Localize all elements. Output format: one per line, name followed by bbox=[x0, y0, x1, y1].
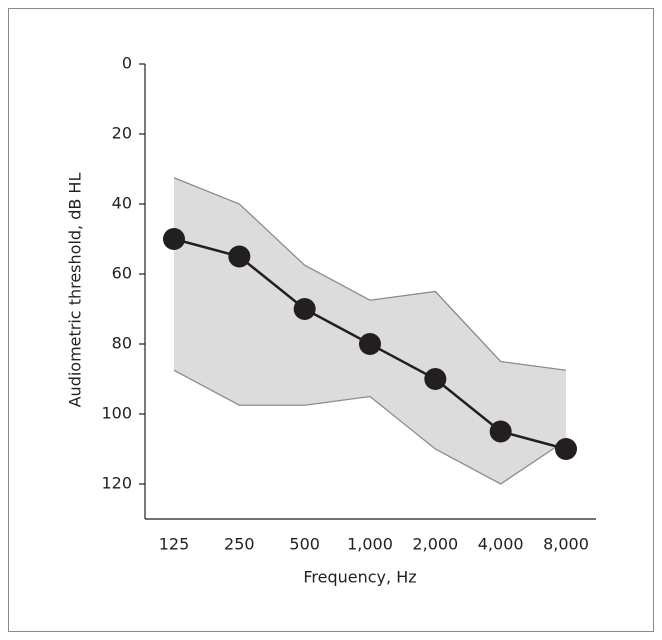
band-edge bbox=[173, 369, 567, 485]
band bbox=[174, 177, 566, 484]
point bbox=[359, 333, 381, 355]
x-tick-label: 125 bbox=[159, 535, 190, 554]
band-edge bbox=[173, 177, 567, 371]
x-tick-label: 8,000 bbox=[543, 535, 589, 554]
y-tick-label: 80 bbox=[112, 334, 132, 353]
frame bbox=[8, 8, 654, 632]
y-tick-label: 40 bbox=[112, 194, 132, 213]
y-tick-label: 20 bbox=[112, 124, 132, 143]
x-tick-label: 1,000 bbox=[347, 535, 393, 554]
point bbox=[163, 228, 185, 250]
y-tick-label: 100 bbox=[101, 404, 132, 423]
point bbox=[424, 368, 447, 390]
y-tick-label: 0 bbox=[122, 54, 132, 73]
x-tick-label: 500 bbox=[289, 535, 320, 554]
point bbox=[228, 245, 251, 268]
x-tick-label: 250 bbox=[224, 535, 255, 554]
y-tick-label: 120 bbox=[101, 474, 132, 493]
point bbox=[555, 438, 577, 460]
y-tick-label: 60 bbox=[112, 264, 132, 283]
x-tick-label: 4,000 bbox=[478, 535, 524, 554]
x-axis-label: Frequency, Hz bbox=[303, 568, 416, 587]
x-tick-label: 2,000 bbox=[412, 535, 458, 554]
point bbox=[293, 298, 316, 320]
y-axis-label: Audiometric threshold, dB HL bbox=[66, 173, 85, 408]
point bbox=[489, 420, 512, 443]
